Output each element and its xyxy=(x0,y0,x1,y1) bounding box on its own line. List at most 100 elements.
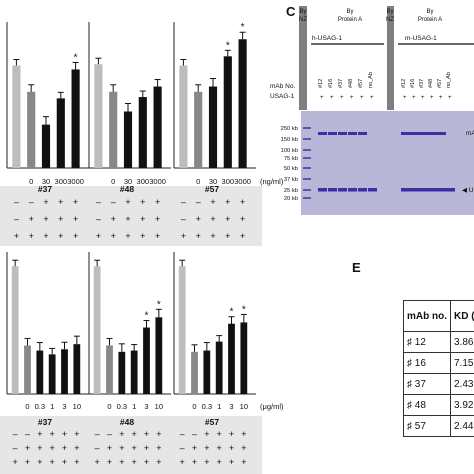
usag-band xyxy=(401,188,410,192)
condition-sign: + xyxy=(210,231,215,241)
tick-label: 3 xyxy=(62,402,66,411)
lane-sign: + xyxy=(448,95,452,101)
x-unit-label: (μg/ml) xyxy=(260,402,284,411)
group-label: #57 xyxy=(205,417,219,427)
condition-sign: + xyxy=(25,443,30,453)
condition-sign: + xyxy=(140,214,145,224)
condition-sign: + xyxy=(74,429,79,439)
condition-sign: + xyxy=(196,231,201,241)
condition-sign: + xyxy=(119,443,124,453)
significance-mark: * xyxy=(74,52,78,63)
kd-table-header-kd: KD (n xyxy=(450,300,474,332)
condition-sign: – xyxy=(29,197,34,207)
lane-label: #12 xyxy=(401,79,407,88)
lane-label: #37 xyxy=(338,79,344,88)
condition-sign: + xyxy=(240,231,245,241)
group-label: #37 xyxy=(38,184,52,194)
header-nz: NZ xyxy=(299,17,307,23)
chart-panel: 0 30 300*3000#37(ng/ml)– – + + +– + + + ++ + + + + xyxy=(6,22,284,241)
chart-panel: 0 0.3 1*3*10#48– – + + + +– + + + + ++ + + + + + xyxy=(88,252,171,467)
bar xyxy=(94,64,103,168)
marker-label: 75 kb xyxy=(284,156,298,162)
bar xyxy=(179,65,188,168)
condition-sign: + xyxy=(156,443,161,453)
kd-table-mab: ♯ 37 xyxy=(403,373,451,395)
condition-band xyxy=(0,416,262,474)
condition-sign: + xyxy=(119,457,124,467)
condition-sign: + xyxy=(192,457,197,467)
group-label: #48 xyxy=(120,417,134,427)
significance-mark: * xyxy=(145,311,149,322)
lane-label: #12 xyxy=(318,79,324,88)
header-nz: NZ xyxy=(386,17,394,23)
group-label: #57 xyxy=(205,184,219,194)
tick-label: 10 xyxy=(73,402,81,411)
bar xyxy=(191,351,198,394)
tick-label: 30 xyxy=(124,177,132,186)
bar xyxy=(223,56,232,169)
heavy-band xyxy=(428,132,437,135)
bar xyxy=(203,350,211,394)
heavy-band xyxy=(338,132,347,135)
condition-sign: + xyxy=(204,457,209,467)
condition-sign: + xyxy=(132,457,137,467)
lane-sign: + xyxy=(439,95,443,101)
row-label-usag: USAG-1 xyxy=(270,93,295,100)
bar xyxy=(71,69,80,168)
gel-panel-c: By NZ By NZ By Protein A By Protein A h-USAG-1 m-… xyxy=(270,6,474,215)
marker-label: 50 kb xyxy=(284,166,298,172)
condition-sign: + xyxy=(217,457,222,467)
marker-label: 150 kb xyxy=(281,137,298,143)
tick-label: 0.3 xyxy=(35,402,45,411)
usag-band xyxy=(338,188,347,192)
bar xyxy=(36,350,44,394)
condition-sign: + xyxy=(229,429,234,439)
lane-label: #37 xyxy=(419,79,425,88)
condition-sign: + xyxy=(50,443,55,453)
bar xyxy=(73,344,81,394)
tick-label: 0.3 xyxy=(202,402,212,411)
condition-sign: + xyxy=(210,214,215,224)
m-usag-label: m-USAG-1 xyxy=(405,35,437,42)
bar xyxy=(130,350,138,394)
marker-label: 25 kb xyxy=(284,188,298,194)
kd-table-row: ♯ 48 3.92 xyxy=(403,394,474,416)
tick-label: 3000 xyxy=(149,177,166,186)
bar xyxy=(41,124,51,168)
group-label: #48 xyxy=(120,184,134,194)
condition-band xyxy=(0,186,262,246)
condition-sign: + xyxy=(156,429,161,439)
kd-table-kd: 2.43 xyxy=(450,373,474,395)
usag-band xyxy=(446,188,455,192)
condition-sign: + xyxy=(210,197,215,207)
condition-sign: + xyxy=(13,457,18,467)
chart-panel: 0 0.3 1 3 10#37(μg/ml)– – + + + +– + + + + ++ + + + + + xyxy=(6,252,284,467)
bar xyxy=(228,323,235,394)
condition-sign: + xyxy=(107,443,112,453)
tick-label: 0 xyxy=(196,177,200,186)
bar xyxy=(238,39,247,169)
header-protein-a: By xyxy=(426,9,433,15)
tick-label: 3000 xyxy=(234,177,251,186)
condition-sign: + xyxy=(37,443,42,453)
bar xyxy=(24,345,31,394)
condition-sign: + xyxy=(111,231,116,241)
condition-sign: – xyxy=(96,214,101,224)
significance-mark: * xyxy=(241,22,245,33)
header-protein-a: Protein A xyxy=(418,17,442,23)
usag-band xyxy=(328,188,337,192)
condition-sign: – xyxy=(13,429,18,439)
right-label-usag: ◀ US xyxy=(462,187,474,194)
bar-charts: 0 30 300*3000#37(ng/ml)– – + + +– + + + ++ + + + +0 30 3… xyxy=(0,22,284,474)
condition-sign: + xyxy=(50,457,55,467)
heavy-band xyxy=(410,132,419,135)
nz-bar xyxy=(387,6,394,110)
tick-label: 1 xyxy=(132,402,136,411)
condition-sign: + xyxy=(241,457,246,467)
lane-sign: + xyxy=(370,95,374,101)
tick-label: 0 xyxy=(29,177,33,186)
panel-label-c: C xyxy=(286,4,296,19)
bar xyxy=(153,86,162,168)
h-usag-label: h-USAG-1 xyxy=(312,35,342,42)
